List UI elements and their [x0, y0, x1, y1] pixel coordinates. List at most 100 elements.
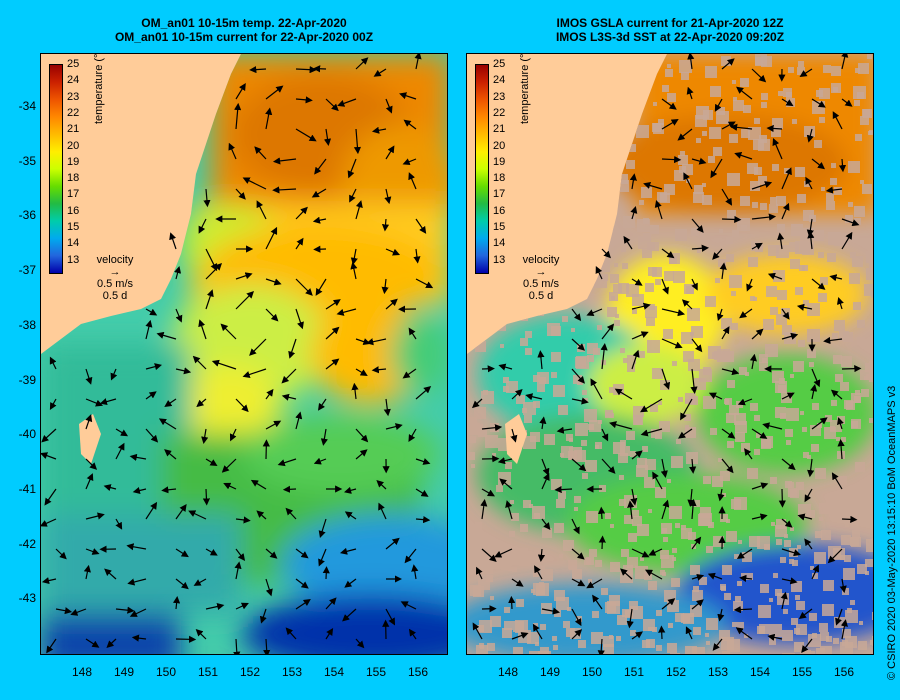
no-data-pixel [789, 559, 794, 564]
no-data-pixel [754, 415, 760, 421]
no-data-pixel [747, 163, 758, 174]
no-data-pixel [513, 647, 523, 654]
velocity-label: velocity [96, 254, 134, 266]
current-arrow [751, 482, 769, 490]
current-arrow [104, 568, 117, 580]
no-data-pixel [807, 248, 814, 255]
current-arrow [525, 393, 543, 401]
no-data-pixel [753, 139, 764, 150]
colorbar-tick-label: 17 [67, 188, 80, 201]
no-data-pixel [700, 233, 704, 237]
no-data-pixel [478, 428, 487, 437]
no-data-pixel [812, 403, 819, 410]
no-data-pixel [629, 601, 638, 610]
current-arrow [781, 332, 799, 340]
no-data-pixel [529, 504, 533, 508]
current-arrow [173, 595, 181, 610]
colorbar-tick-label: 24 [493, 74, 506, 87]
current-arrow [295, 308, 304, 330]
no-data-pixel [866, 539, 873, 552]
colorbar-tick-label: 14 [493, 237, 506, 250]
no-data-pixel [839, 331, 849, 341]
no-data-pixel [702, 195, 712, 205]
no-data-pixel [748, 127, 761, 140]
current-arrow [571, 629, 583, 640]
no-data-pixel [797, 194, 806, 203]
no-data-pixel [857, 564, 867, 574]
no-data-pixel [763, 319, 774, 330]
current-vectors [471, 54, 862, 654]
no-data-pixel [744, 634, 748, 638]
current-arrow [571, 578, 586, 587]
no-data-pixel [471, 464, 475, 468]
current-arrow [471, 398, 483, 409]
no-data-pixel [819, 88, 830, 99]
current-arrow [85, 512, 105, 520]
no-data-pixel [505, 462, 512, 469]
current-arrow [511, 632, 529, 640]
current-arrow [631, 349, 640, 370]
no-data-pixel [731, 323, 738, 330]
no-data-pixel [673, 271, 685, 283]
current-arrow [408, 172, 417, 190]
no-data-pixel [642, 248, 652, 258]
no-data-pixel [837, 451, 845, 459]
current-arrow [571, 308, 582, 322]
no-data-pixel [766, 286, 777, 297]
current-arrow [836, 417, 844, 430]
no-data-pixel [617, 615, 627, 625]
current-arrow [295, 411, 303, 430]
current-arrow [85, 548, 100, 555]
no-data-pixel [699, 577, 707, 585]
no-data-pixel [503, 377, 509, 383]
no-data-pixel [556, 597, 569, 610]
no-data-pixel [687, 308, 700, 321]
current-arrow [825, 186, 843, 194]
no-data-pixel [775, 381, 787, 393]
no-data-pixel [721, 318, 732, 329]
no-data-pixel [671, 456, 683, 468]
no-data-pixel [541, 569, 553, 581]
no-data-pixel [848, 161, 860, 173]
no-data-pixel [534, 550, 545, 561]
current-arrow [263, 638, 271, 654]
no-data-pixel [475, 522, 482, 529]
no-data-pixel [683, 613, 694, 624]
no-data-pixel [474, 407, 486, 419]
current-arrow [841, 231, 853, 250]
current-arrow [691, 278, 698, 291]
no-data-pixel [524, 415, 532, 423]
no-data-pixel [536, 583, 549, 596]
no-data-pixel [796, 601, 805, 610]
current-arrow [164, 398, 177, 407]
no-data-pixel [584, 558, 591, 565]
current-arrow [838, 158, 847, 173]
current-arrow [811, 98, 826, 108]
right-title-line2: IMOS L3S-3d SST at 22-Apr-2020 09:20Z [555, 30, 785, 44]
current-arrow [691, 218, 704, 233]
current-arrow [355, 428, 369, 443]
no-data-pixel [822, 604, 834, 616]
current-arrow [256, 200, 267, 220]
no-data-pixel [585, 460, 597, 472]
current-arrow [708, 392, 723, 400]
no-data-pixel [653, 123, 664, 134]
current-arrow [198, 319, 207, 340]
current-arrow [41, 452, 57, 460]
current-arrow [202, 488, 211, 506]
current-arrow [721, 458, 734, 474]
current-arrow [408, 628, 417, 640]
no-data-pixel [752, 202, 758, 208]
no-data-pixel [788, 482, 794, 488]
current-arrow [798, 608, 813, 620]
no-data-pixel [576, 356, 589, 369]
no-data-pixel [644, 477, 655, 488]
colorbar-title: temperature (°C) [519, 53, 531, 124]
no-data-pixel [750, 403, 758, 411]
no-data-pixel [755, 57, 763, 65]
current-arrow [690, 368, 698, 394]
no-data-pixel [569, 562, 577, 570]
right-map-panel: 25 24 23 22 21 20 19 18 17 16 15 14 13 temperature (… [466, 53, 874, 655]
no-data-pixel [667, 479, 671, 483]
no-data-pixel [770, 477, 777, 484]
